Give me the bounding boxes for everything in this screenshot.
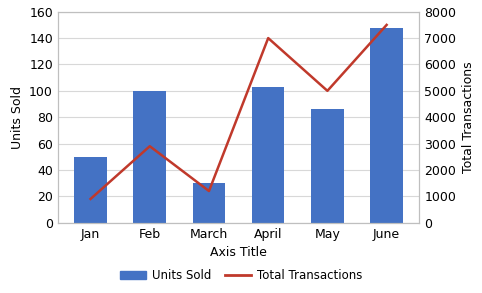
Legend: Units Sold, Total Transactions: Units Sold, Total Transactions (115, 265, 367, 287)
Bar (74, 157, 107, 223)
Bar (370, 28, 403, 223)
X-axis label: Axis Title: Axis Title (210, 246, 267, 259)
Y-axis label: Units Sold: Units Sold (11, 86, 24, 149)
Bar (311, 109, 344, 223)
Y-axis label: Total Transactions: Total Transactions (462, 62, 475, 173)
Bar (252, 87, 284, 223)
Bar (193, 183, 225, 223)
Bar (134, 91, 166, 223)
